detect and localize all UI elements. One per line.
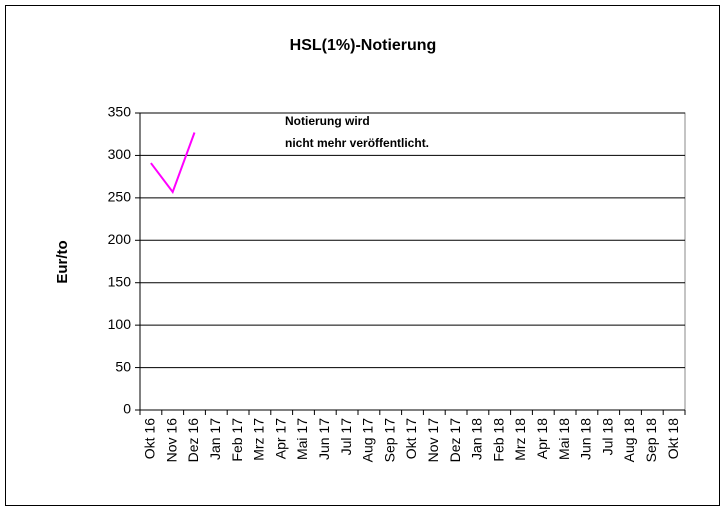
y-tick-label: 350 xyxy=(108,104,132,120)
y-tick-label: 50 xyxy=(115,358,131,374)
x-tick-label: Sep 18 xyxy=(643,418,659,463)
x-tick-label: Mai 17 xyxy=(294,418,310,460)
x-tick-label: Dez 17 xyxy=(447,418,463,463)
x-tick-label: Jun 18 xyxy=(578,418,594,460)
y-tick-label: 200 xyxy=(108,231,132,247)
x-tick-label: Feb 18 xyxy=(490,418,506,462)
x-tick-label: Feb 17 xyxy=(229,418,245,462)
x-tick-label: Nov 17 xyxy=(425,418,441,463)
x-tick-label: Mrz 18 xyxy=(512,418,528,461)
chart-border xyxy=(5,5,720,506)
y-tick-label: 100 xyxy=(108,316,132,332)
x-tick-label: Jul 17 xyxy=(338,418,354,456)
x-tick-label: Apr 17 xyxy=(272,418,288,459)
chart-title: HSL(1%)-Notierung xyxy=(290,37,437,54)
x-tick-label: Jul 18 xyxy=(599,418,615,456)
x-tick-label: Okt 16 xyxy=(142,418,158,459)
x-tick-label: Mrz 17 xyxy=(251,418,267,461)
y-tick-label: 0 xyxy=(123,401,131,417)
data-line xyxy=(150,132,196,194)
x-tick-label: Jun 17 xyxy=(316,418,332,460)
x-tick-label: Nov 16 xyxy=(163,418,179,463)
x-tick-label: Apr 18 xyxy=(534,418,550,459)
x-tick-label: Aug 18 xyxy=(621,418,637,463)
y-axis-label: Eur/to xyxy=(54,240,71,283)
x-tick-label: Mai 18 xyxy=(556,418,572,460)
x-tick-label: Dez 16 xyxy=(185,418,201,463)
x-tick-label: Sep 17 xyxy=(381,418,397,463)
x-tick-label: Jan 17 xyxy=(207,418,223,460)
y-tick-label: 250 xyxy=(108,189,132,205)
x-tick-label: Aug 17 xyxy=(360,418,376,463)
y-tick-label: 300 xyxy=(108,146,132,162)
x-tick-label: Jan 18 xyxy=(469,418,485,460)
x-tick-label: Okt 18 xyxy=(665,418,681,459)
annotation: Notierung wird xyxy=(285,114,370,128)
y-tick-label: 150 xyxy=(108,273,132,289)
x-tick-label: Okt 17 xyxy=(403,418,419,459)
annotation: nicht mehr veröffentlicht. xyxy=(285,136,429,150)
